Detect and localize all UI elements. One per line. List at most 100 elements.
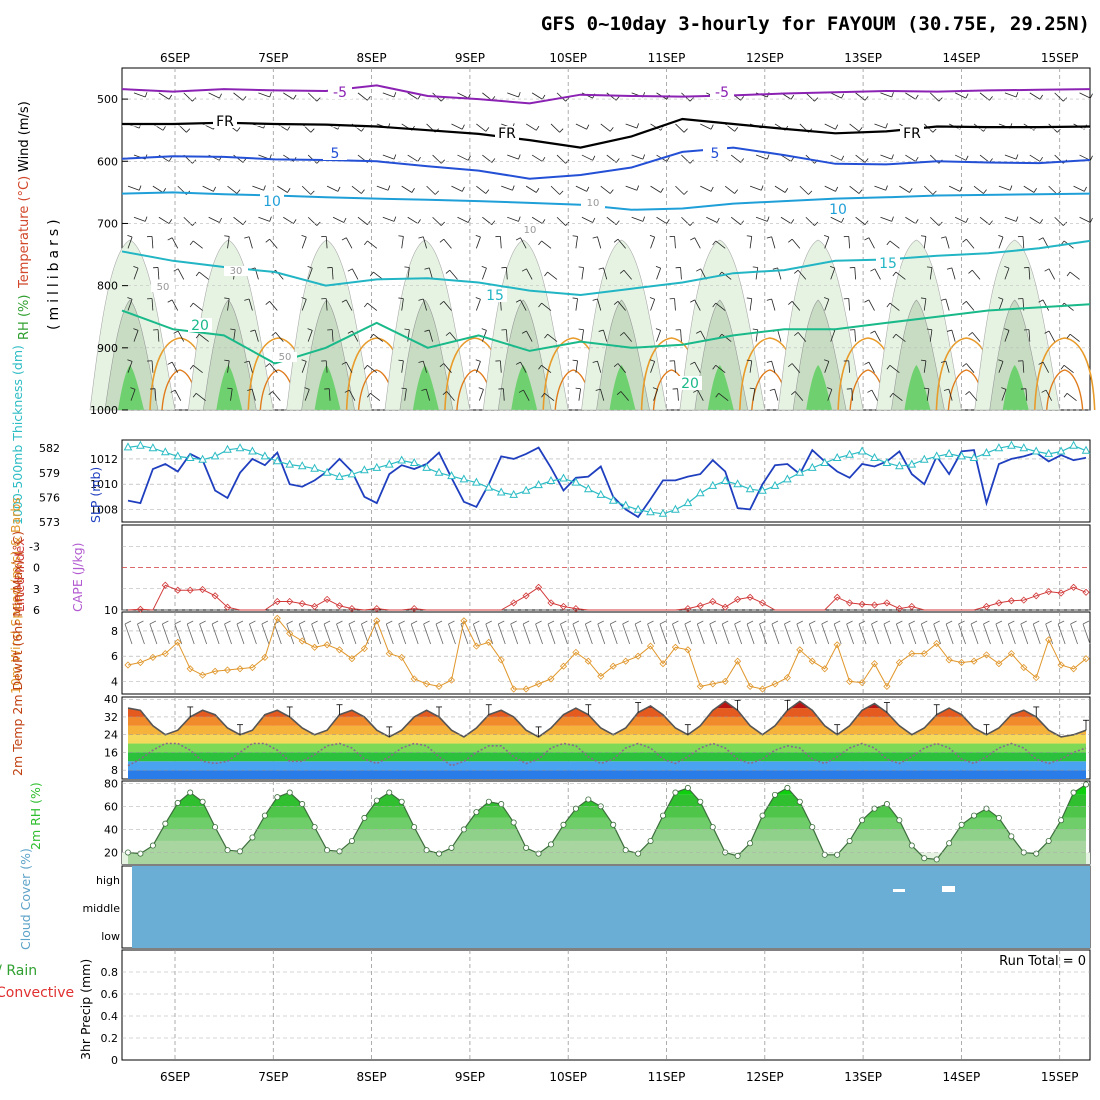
temp-band — [128, 743, 1086, 753]
thickness-marker — [384, 459, 394, 468]
wind-barb-feather — [592, 360, 598, 363]
thickness-marker — [335, 471, 344, 480]
thickness-marker — [260, 451, 270, 460]
wind-barb-feather — [790, 156, 795, 162]
wind-barb — [307, 330, 313, 342]
wind-barb-feather — [932, 128, 937, 133]
wind-barb-feather — [168, 156, 173, 162]
rh-band — [128, 817, 1086, 830]
thickness-marker — [185, 452, 195, 461]
surface-wind-feather — [597, 620, 604, 625]
wind-barb-feather — [565, 159, 570, 164]
wind-barb — [428, 267, 433, 280]
rh-marker — [299, 801, 306, 808]
rh-marker — [1033, 850, 1040, 857]
surface-wind-barb — [485, 623, 494, 645]
surface-wind-barb — [236, 623, 245, 645]
thickness-marker — [484, 482, 494, 491]
wind-speed-marker — [684, 646, 692, 654]
wind-barb — [998, 361, 1004, 373]
wind-barb — [771, 236, 776, 249]
wind-barb — [547, 333, 558, 342]
surface-wind-barb — [472, 623, 481, 645]
thickness-marker — [982, 448, 991, 457]
wind-barb-feather — [578, 266, 584, 268]
wind-speed-marker — [858, 679, 866, 687]
rh-shade-high — [412, 365, 439, 410]
wind-barb — [367, 302, 378, 311]
wind-barb — [620, 391, 629, 401]
cloud-axis-label: Cloud Cover (%) — [18, 848, 33, 950]
wind-barb — [1042, 299, 1050, 311]
rh-tick-label: 60 — [104, 800, 118, 813]
wind-barb — [948, 389, 953, 401]
wind-barb — [749, 185, 762, 191]
li-marker — [522, 592, 530, 600]
wind-barb-feather — [565, 221, 570, 226]
wind-barb — [481, 330, 487, 342]
surface-wind-barb — [510, 623, 519, 645]
date-label-top: 9SEP — [455, 51, 485, 65]
wind-barb-feather — [369, 333, 374, 339]
thickness-marker — [1007, 440, 1016, 449]
li-marker — [174, 586, 182, 594]
thickness-marker — [372, 462, 382, 471]
pressure-tick-label: 900 — [97, 342, 118, 355]
thickness-marker — [720, 475, 730, 484]
wind-barb-feather — [615, 220, 620, 225]
rh-marker — [448, 844, 455, 851]
surface-wind-barb — [261, 623, 270, 645]
rh-ylabel: 2m RH (%) — [28, 782, 43, 850]
wind-barb-feather — [138, 185, 142, 191]
wind-barb — [791, 238, 801, 249]
wind-barb — [202, 185, 214, 192]
wind-barb-feather — [766, 360, 772, 363]
wind-barb-feather — [772, 267, 778, 270]
wind-barb — [824, 299, 830, 311]
wind-barb — [345, 299, 353, 311]
date-label-bottom: 11SEP — [648, 1070, 686, 1084]
wind-barb — [541, 240, 552, 249]
date-label-bottom: 14SEP — [943, 1070, 981, 1084]
wind-barb-feather — [592, 236, 598, 239]
rh-marker — [199, 798, 206, 805]
thickness-marker — [223, 444, 232, 453]
wind-speed-marker — [808, 657, 816, 665]
thickness-marker — [758, 485, 767, 494]
wind-barb — [966, 363, 975, 373]
surface-wind-feather — [1070, 620, 1077, 625]
surface-wind-feather — [149, 620, 157, 625]
wind-barb-feather — [766, 236, 772, 239]
wind-barb — [874, 185, 886, 191]
contour-label: FR — [498, 126, 516, 142]
wind-barb — [475, 299, 481, 311]
wind-barb — [1028, 329, 1031, 342]
wind-barb-feather — [244, 360, 250, 363]
wind-barb — [849, 185, 860, 194]
thickness-marker — [322, 467, 332, 476]
wind-barb-feather — [823, 359, 829, 362]
rh-shade-high — [314, 365, 341, 410]
wind-speed-marker — [746, 682, 754, 690]
wind-speed-marker — [124, 661, 132, 669]
wind-barb-feather — [398, 235, 404, 237]
wind-barb-feather — [841, 155, 845, 161]
wind-barb — [233, 216, 244, 225]
contour-label: 20 — [191, 318, 209, 334]
wind-barb-feather — [1041, 389, 1047, 393]
upper-ylabel: (millibars) — [46, 215, 62, 330]
date-label-top: 6SEP — [160, 51, 190, 65]
surface-wind-barb — [323, 623, 332, 645]
wind-barb — [954, 92, 967, 99]
wind-barb-feather — [886, 365, 891, 370]
wind-barb — [158, 92, 170, 100]
wind-barb — [603, 329, 608, 342]
rh-marker — [274, 794, 281, 801]
wind-barb — [326, 185, 339, 192]
wind-barb — [1066, 392, 1077, 401]
wind-speed-marker — [248, 663, 256, 672]
wind-speed-marker — [410, 675, 418, 683]
wind-barb — [401, 360, 404, 373]
wind-barb-feather — [1039, 156, 1043, 162]
wind-barb — [851, 388, 854, 401]
